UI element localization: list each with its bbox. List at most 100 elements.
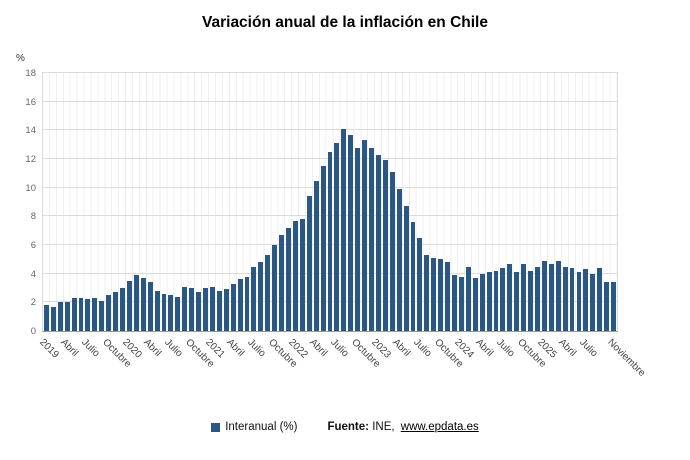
y-tick-label: 16 [25,96,36,108]
bar-2019-06 [78,298,84,331]
legend-label: Interanual (%) [225,421,298,433]
bar-2025-10 [604,282,610,331]
bar-2023-07 [417,237,423,331]
bar-2022-10 [355,147,361,331]
bar-2020-12 [203,288,208,331]
gridline [43,100,617,102]
x-tick-label: Julio [79,337,102,360]
bar-2019-09 [99,300,105,331]
chart-title: Variación anual de la inflación en Chile [202,14,488,31]
bar-2025-05 [569,267,575,331]
bar-2019-02 [50,306,56,331]
bar-2021-01 [209,286,215,331]
y-tick-label: 12 [25,154,36,165]
y-tick-label: 2 [30,297,36,309]
bar-2021-08 [258,262,264,331]
bar-2023-04 [396,189,402,331]
bar-2025-06 [576,272,582,331]
plot-area [42,72,618,332]
bar-2025-09 [597,267,603,331]
bar-2022-07 [334,143,340,331]
bar-2021-03 [223,289,229,331]
bar-2024-06 [493,270,499,331]
bar-2024-03 [472,277,478,331]
bar-2021-05 [237,279,243,331]
bar-2024-07 [500,267,506,331]
bar-2019-12 [120,288,125,331]
bar-2022-06 [327,151,333,331]
y-tick-label: 18 [25,68,36,79]
x-tick-label: Abril [556,337,579,359]
bar-2023-03 [389,171,395,331]
source-attribution: Fuente: INE, www.epdata.es [327,421,478,433]
bar-2020-06 [161,293,167,331]
gridline [43,72,617,73]
x-tick-label: Abril [390,337,413,359]
bar-2023-02 [382,160,388,331]
bar-2020-10 [189,288,195,331]
bar-2025-04 [562,266,568,331]
bar-2023-05 [403,206,409,331]
bar-2020-05 [154,290,160,331]
bar-2022-01 [292,220,298,331]
bar-2020-09 [182,286,188,331]
bar-2019-04 [64,302,70,331]
bar-2024-12 [535,266,540,331]
bar-2021-10 [272,245,278,331]
bar-2020-11 [196,292,202,331]
y-tick-label: 8 [30,211,36,223]
x-tick-label: Julio [328,337,351,360]
bar-2022-02 [299,219,305,331]
bar-2022-08 [341,128,347,331]
bar-2023-06 [410,222,416,331]
x-tick-label: Abril [58,337,81,359]
bar-2021-07 [251,266,257,331]
bar-2023-11 [445,262,450,331]
bar-2025-11 [611,282,616,331]
bar-2024-09 [514,272,520,331]
x-axis-tick-labels: 2019 Abril Julio Octubre 2020 Abril Julio Octub… [38,334,690,406]
bar-2022-09 [348,134,354,331]
bar-2021-12 [286,227,291,331]
y-tick-label: 0 [30,326,36,337]
bar-2023-08 [424,255,430,331]
bar-2023-12 [452,275,457,331]
bar-2019-01 [44,305,49,331]
bar-2019-11 [113,292,119,331]
gridline [43,129,617,131]
bar-2022-12 [369,147,374,331]
bar-2019-08 [92,298,98,331]
bar-2021-02 [216,290,222,331]
bar-2024-04 [479,273,485,331]
x-tick-label: Julio [245,337,268,360]
x-tick-label: Julio [494,337,517,360]
bar-2025-08 [590,273,596,331]
bar-2021-09 [265,255,271,331]
source-prefix: Fuente: [327,421,369,433]
bar-2024-08 [507,263,513,331]
bar-2019-10 [106,295,112,331]
y-axis-tick-labels: 0 2 4 6 8 10 12 14 16 18 [0,0,38,400]
bar-2023-01 [375,154,381,331]
bar-2020-04 [147,282,153,331]
x-tick-label: Abril [307,337,330,359]
x-tick-label: Abril [224,337,247,359]
bar-2024-11 [528,270,533,331]
x-tick-label: Julio [162,337,185,360]
bar-2019-05 [71,298,77,331]
y-tick-label: 4 [30,268,36,280]
bar-2021-11 [279,234,285,331]
epdata-link[interactable]: www.epdata.es [400,421,479,433]
bar-2025-03 [555,260,561,331]
bar-2019-03 [57,302,63,331]
bar-2023-09 [431,257,437,331]
bar-2024-05 [486,272,492,331]
bar-2025-02 [548,263,554,331]
y-axis-unit-label: % [16,53,25,64]
bar-2021-06 [244,276,250,331]
bar-2022-04 [313,180,319,331]
legend: Interanual (%) Fuente: INE, www.epdata.e… [0,421,690,433]
bar-2024-10 [521,263,527,331]
legend-item-interanual[interactable]: Interanual (%) [211,421,297,433]
